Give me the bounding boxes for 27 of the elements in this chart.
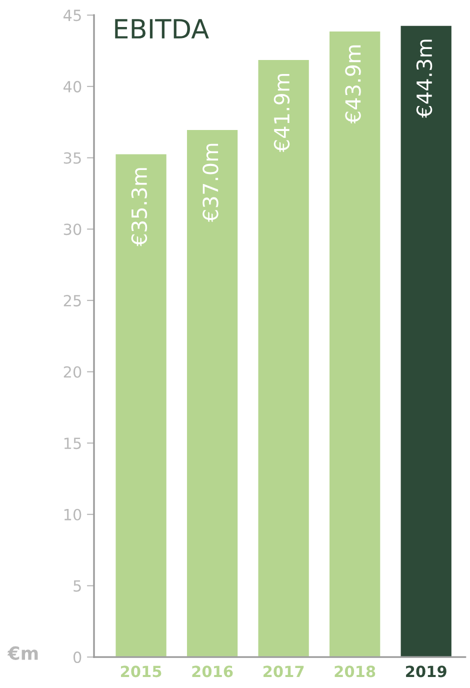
data-label: €41.9m (274, 74, 290, 152)
y-tick-label: 20 (64, 366, 82, 378)
data-label: €44.3m (416, 40, 432, 118)
chart-title: EBITDA (115, 19, 209, 38)
bar (256, 58, 310, 658)
bar (114, 152, 168, 658)
y-tick-label: 35 (64, 152, 81, 164)
x-tick-label: 2017 (264, 666, 304, 678)
data-label: €43.9m (345, 45, 361, 124)
y-axis-title: €m (7, 646, 38, 660)
bar (328, 30, 382, 658)
x-tick-label: 2015 (120, 666, 162, 678)
y-tick-label: 25 (64, 294, 81, 306)
x-tick-label: 2018 (334, 666, 376, 678)
bar (399, 24, 453, 658)
y-tick-label: 15 (64, 438, 81, 450)
x-tick-label: 2019 (406, 666, 446, 678)
bar (186, 128, 240, 658)
x-tick-label: 2016 (192, 666, 233, 678)
y-tick-label: 40 (64, 80, 82, 92)
y-tick-label: 0 (73, 652, 82, 664)
y-tick-label: 10 (64, 508, 82, 520)
data-label: €35.3m (131, 168, 148, 246)
data-label: €37.0m (202, 144, 218, 222)
y-tick-label: 30 (64, 224, 82, 236)
y-tick-label: 45 (64, 10, 81, 22)
y-tick-label: 5 (74, 580, 81, 592)
